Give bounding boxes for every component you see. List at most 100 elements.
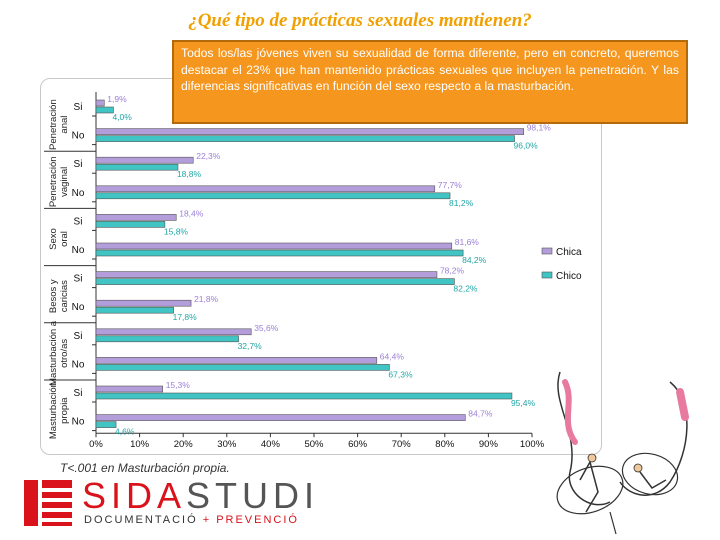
y-category-label: No [72, 188, 85, 199]
data-label-chico: 95,4% [511, 398, 536, 408]
logo-mark-icon [24, 480, 72, 526]
data-label-chica: 18,4% [179, 208, 204, 218]
bar-chico [95, 249, 464, 257]
bar-chica [95, 156, 194, 164]
x-tick-label: 10% [130, 439, 150, 450]
group-label: Masturbación [48, 382, 59, 439]
data-label-chico: 96,0% [514, 141, 539, 151]
data-label-chico: 4,6% [115, 427, 135, 437]
sidastudi-logo: SIDASTUDI DOCUMENTACIÓ + PREVENCIÓ [24, 478, 314, 528]
y-category-label: No [72, 131, 85, 142]
bar-chico [95, 163, 179, 171]
logo-tagline: DOCUMENTACIÓ + PREVENCIÓ [84, 514, 299, 526]
bar-chico [95, 335, 239, 343]
data-label-chica: 77,7% [438, 180, 463, 190]
bar-chico [95, 278, 455, 285]
group-label: Sexo [48, 228, 59, 250]
bar-chica [95, 185, 436, 193]
y-category-label: Si [74, 216, 83, 227]
x-tick-label: 20% [174, 439, 194, 450]
x-tick-label: 30% [217, 439, 237, 450]
bar-chica [95, 414, 466, 421]
x-tick-label: 50% [304, 439, 324, 450]
data-label-chica: 84,7% [468, 409, 493, 419]
data-label-chico: 17,8% [173, 312, 198, 322]
x-tick-label: 100% [520, 439, 545, 450]
bar-chica [95, 128, 525, 135]
logo-name: SIDASTUDI [82, 478, 319, 514]
logo-tag-plus: + [197, 514, 217, 526]
logo-name-red: SIDA [82, 475, 187, 516]
legend-swatch-chica [541, 247, 553, 255]
data-label-chico: 82,2% [453, 284, 478, 294]
data-label-chica: 22,3% [196, 151, 221, 161]
bar-chica [95, 242, 453, 250]
bar-chica [95, 385, 164, 393]
data-label-chica: 15,3% [166, 380, 191, 390]
bar-chica [95, 271, 438, 278]
y-category-label: No [72, 417, 85, 428]
bar-chico [95, 192, 451, 200]
group-label: oral [59, 231, 70, 247]
footnote: T<.001 en Masturbación propia. [60, 461, 230, 475]
data-label-chica: 98,1% [527, 123, 552, 133]
group-label: caricias [59, 280, 70, 312]
x-tick-label: 60% [348, 439, 368, 450]
group-label: Masturbación a [48, 320, 59, 386]
y-category-label: Si [74, 274, 83, 285]
bar-chico [95, 421, 117, 428]
data-label-chica: 21,8% [194, 294, 219, 304]
data-label-chica: 64,4% [380, 351, 405, 361]
y-category-label: Si [74, 159, 83, 170]
legend-swatch-chico [541, 271, 553, 279]
legend-label-chico: Chico [556, 271, 582, 282]
data-label-chico: 81,2% [449, 198, 474, 208]
y-category-label: No [72, 245, 85, 256]
bar-chica [95, 299, 192, 307]
y-category-label: No [72, 359, 85, 370]
x-tick-label: 0% [89, 439, 103, 450]
x-tick-label: 90% [479, 439, 499, 450]
page-title: ¿Qué tipo de prácticas sexuales mantiene… [188, 10, 532, 31]
bar-chico [95, 135, 515, 142]
bar-chica [95, 357, 378, 364]
data-label-chica: 35,6% [254, 323, 279, 333]
logo-tag-a: DOCUMENTACIÓ [84, 514, 198, 526]
group-label: otro/as [59, 339, 70, 368]
y-category-label: Si [74, 388, 83, 399]
group-label: propia [59, 397, 70, 424]
bar-chica [95, 214, 177, 221]
bar-chica [95, 328, 252, 336]
legend-label-chica: Chica [556, 247, 582, 258]
data-label-chico: 15,8% [164, 226, 189, 236]
data-label-chico: 67,3% [388, 369, 413, 379]
data-label-chica: 1,9% [107, 94, 127, 104]
data-label-chico: 18,8% [177, 169, 202, 179]
bar-chico [95, 364, 390, 371]
y-category-label: No [72, 302, 85, 313]
bar-chico [95, 221, 166, 228]
decorative-illustration [556, 371, 689, 535]
y-category-label: Si [74, 102, 83, 113]
bar-chico [95, 306, 174, 314]
data-label-chico: 32,7% [238, 341, 263, 351]
data-label-chica: 81,6% [455, 237, 480, 247]
bar-chico [95, 106, 114, 114]
group-label: Penetración [48, 99, 59, 150]
data-label-chica: 78,2% [440, 266, 465, 276]
y-category-label: Si [74, 331, 83, 342]
bar-chica [95, 99, 105, 107]
group-label: Besos y [48, 279, 59, 313]
logo-tag-b: PREVENCIÓ [216, 514, 299, 526]
group-label: vaginal [59, 167, 70, 197]
callout-box: Todos los/las jóvenes viven su sexualida… [172, 40, 688, 124]
data-label-chico: 4,0% [112, 112, 132, 122]
group-label: Penetración [48, 156, 59, 207]
data-label-chico: 84,2% [462, 255, 487, 265]
bar-chico [95, 392, 513, 400]
x-tick-label: 70% [392, 439, 412, 450]
logo-name-grey: STUDI [186, 475, 320, 516]
x-tick-label: 80% [435, 439, 455, 450]
group-label: anal [59, 116, 70, 134]
